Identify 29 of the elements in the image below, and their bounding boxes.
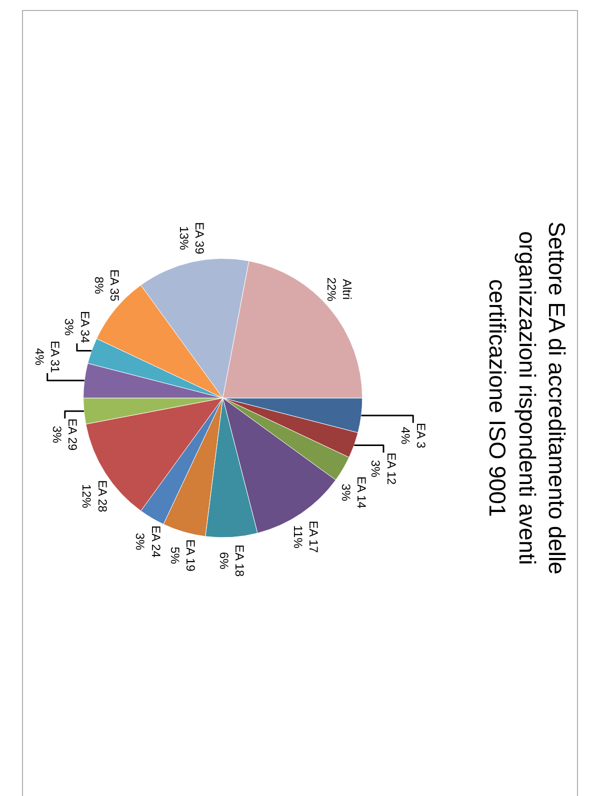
data-label: 8% xyxy=(92,276,106,294)
slice-label: EA 3 xyxy=(414,422,428,449)
slice-label: EA 35 xyxy=(107,269,122,302)
slice-label: EA 31 xyxy=(48,340,62,374)
data-label: 4% xyxy=(32,348,47,366)
data-label: 3% xyxy=(133,532,148,551)
data-label: 3% xyxy=(50,426,64,444)
text: Settore EA di accreditamento delle organizzazioni rispondenti aventi certificazione ISO 9001 xyxy=(484,222,570,574)
slice-label: EA 39 xyxy=(192,222,206,254)
data-label: 13% xyxy=(176,226,191,250)
data-label: 3% xyxy=(339,484,354,502)
data-label: 11% xyxy=(291,525,306,549)
data-label: 12% xyxy=(80,484,94,509)
slice-label: EA 28 xyxy=(95,480,110,513)
slice-label: EA 17 xyxy=(306,520,321,554)
slice-label: EA 34 xyxy=(78,310,92,344)
slice-label: EA 19 xyxy=(184,539,198,572)
data-label: 6% xyxy=(216,552,231,570)
slice-label: EA 29 xyxy=(66,418,80,451)
data-label: 3% xyxy=(368,460,383,478)
slice-label: EA 24 xyxy=(148,525,163,558)
data-label: 5% xyxy=(168,546,182,564)
slice-label: EA 18 xyxy=(232,544,246,577)
slice-label: Altri xyxy=(340,279,354,300)
data-label: 4% xyxy=(398,426,412,445)
slice-label: EA 14 xyxy=(354,476,369,509)
slice-label: EA 12 xyxy=(384,452,398,486)
data-label: 22% xyxy=(324,277,338,302)
data-label: 3% xyxy=(62,318,76,336)
